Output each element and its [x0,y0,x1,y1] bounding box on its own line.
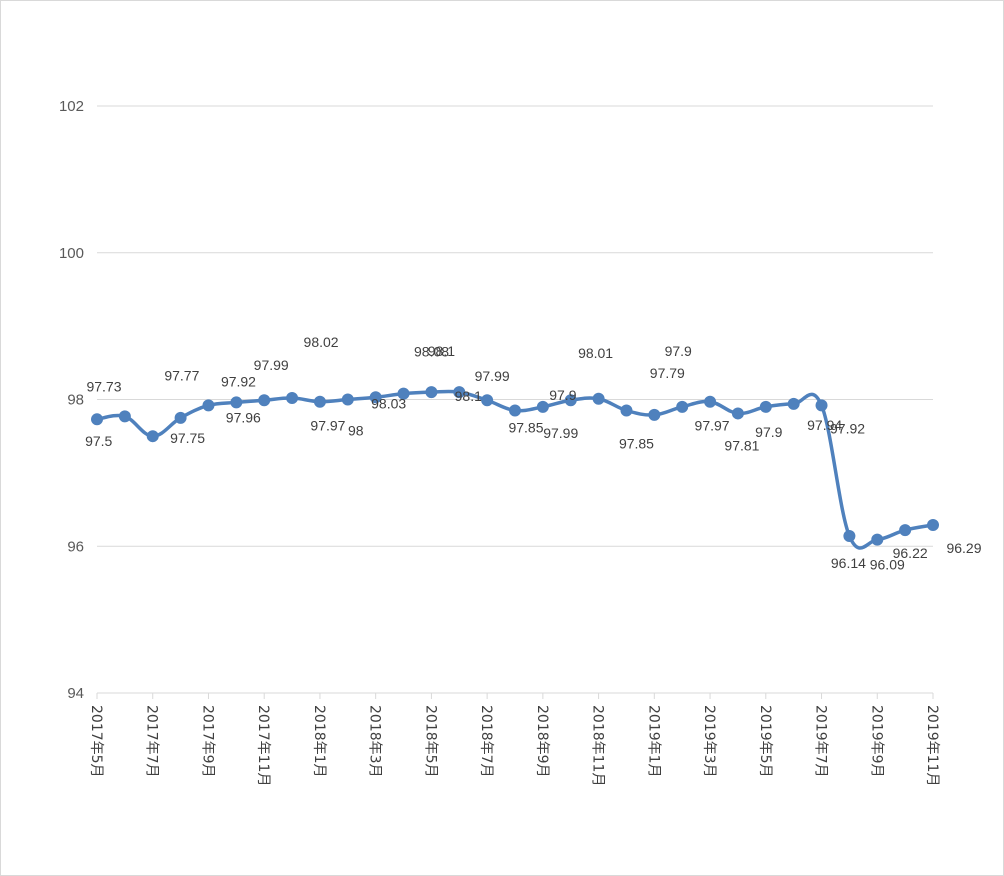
data-label: 97.81 [724,437,759,453]
data-point [899,524,912,537]
x-tick-label: 2019年5月 [757,705,773,778]
data-label: 97.92 [221,373,256,389]
x-tick-label: 2018年5月 [422,705,438,778]
x-tick-label: 2019年1月 [645,705,661,778]
label-layer: 97.73 97.77 97.5 97.75 97.92 97.96 97.99 98.02 9… [85,334,982,573]
x-tick-label: 2017年5月 [88,705,104,778]
data-label: 97.92 [830,420,865,436]
data-label: 98.02 [304,334,339,350]
data-point [453,386,466,399]
data-point [704,395,717,408]
data-label: 98.08 [414,344,449,360]
data-label: 97.9 [665,343,692,359]
data-point [91,413,103,426]
data-point [871,533,884,546]
data-label: 98.03 [371,395,406,411]
data-label: 96.14 [831,555,866,571]
data-point [927,518,939,531]
data-label: 97.99 [475,368,510,384]
data-point [759,400,772,413]
data-label: 96.29 [946,540,981,556]
x-tick-label: 2018年1月 [311,705,327,778]
x-tick-label: 2019年7月 [813,705,829,778]
data-label: 97.97 [695,418,730,434]
data-point [258,394,271,407]
x-tick-label: 2017年9月 [199,705,215,778]
y-tick-label: 96 [67,538,84,555]
data-label: 97.97 [310,418,345,434]
data-point [564,394,577,407]
data-label: 96.22 [893,545,928,561]
y-tick-label: 94 [67,685,84,702]
x-tick-label: 2017年11月 [255,705,271,786]
data-point [536,400,549,413]
data-point [146,430,159,443]
x-tick-label: 2018年7月 [478,705,494,778]
data-point [592,392,605,405]
data-label: 97.9 [549,387,576,403]
data-label: 97.79 [650,365,685,381]
data-label: 98 [348,423,364,439]
axis-layer: 94 96 98 100 102 2017年5月 2017年7月 2017年9月 2017年11… [59,98,940,786]
point-layer [91,386,939,546]
data-label: 98.01 [578,345,613,361]
data-point [174,411,187,424]
data-label: 97.77 [164,367,199,383]
data-point [731,407,744,420]
x-tick-label: 2018年9月 [534,705,550,778]
y-tick-label: 102 [59,98,84,115]
data-label: 98.1 [455,388,482,404]
data-point [648,408,661,421]
data-point [843,529,856,542]
data-label: 97.85 [619,436,654,452]
data-label: 97.94 [807,417,842,433]
data-point [286,392,299,405]
data-point [481,394,494,407]
x-tick-label: 2019年9月 [868,705,884,778]
data-label: 97.99 [254,357,289,373]
data-point [620,404,633,417]
data-label: 97.85 [508,420,543,436]
data-point [676,400,689,413]
x-tick-label: 2019年3月 [701,705,717,778]
x-tick-label: 2017年7月 [144,705,160,778]
data-point [118,410,131,423]
data-label: 97.5 [85,433,112,449]
data-point [202,399,215,412]
y-tick-label: 98 [67,392,84,409]
data-label: 97.75 [170,430,205,446]
data-label: 97.96 [226,409,261,425]
x-tick-label: 2018年3月 [367,705,383,778]
data-point [509,404,521,417]
data-point [341,393,354,406]
data-point [425,386,438,399]
grid-layer [97,105,933,547]
data-label: 97.99 [543,425,578,441]
data-point [313,395,326,408]
x-tick-label: 2018年11月 [590,705,606,786]
data-label: 96.09 [870,557,905,573]
data-point [815,399,828,412]
data-point [369,391,382,404]
y-tick-label: 100 [59,245,84,262]
data-label: 98.1 [428,343,455,359]
data-point [230,396,243,409]
data-label: 97.9 [755,424,782,440]
data-point [787,397,800,410]
data-label: 97.73 [86,378,121,394]
x-tick-label: 2019年11月 [924,705,940,786]
data-point [397,387,410,400]
